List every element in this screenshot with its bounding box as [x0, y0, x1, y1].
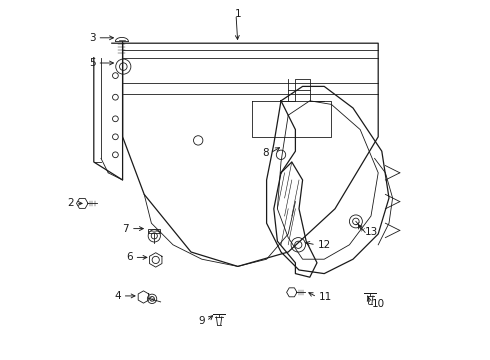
Text: 5: 5 — [89, 58, 96, 68]
Text: 3: 3 — [89, 33, 96, 43]
Text: 9: 9 — [198, 316, 205, 326]
Text: 6: 6 — [126, 252, 133, 262]
Text: 4: 4 — [114, 291, 121, 301]
Text: 10: 10 — [372, 299, 385, 309]
Text: 12: 12 — [318, 240, 331, 250]
Text: 2: 2 — [68, 198, 74, 208]
Text: 7: 7 — [122, 224, 129, 234]
Text: 13: 13 — [365, 227, 378, 237]
Text: 8: 8 — [262, 148, 269, 158]
Text: 11: 11 — [319, 292, 332, 302]
Text: 1: 1 — [235, 9, 241, 19]
Bar — [148, 229, 160, 233]
